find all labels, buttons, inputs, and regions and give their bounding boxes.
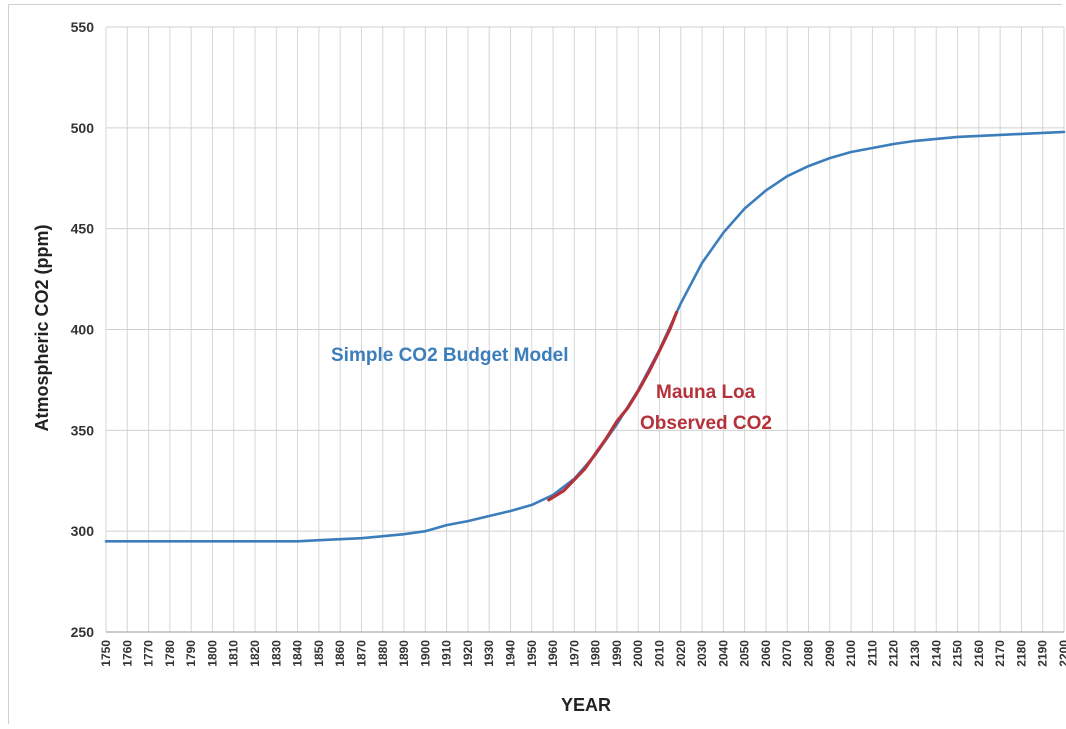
x-tick-label: 2000 xyxy=(631,640,645,667)
x-tick-label: 2200 xyxy=(1057,640,1066,667)
x-tick-label: 1900 xyxy=(418,640,432,667)
x-tick-label: 1780 xyxy=(163,640,177,667)
x-tick-label: 2140 xyxy=(929,640,943,667)
x-tick-label: 1790 xyxy=(184,640,198,667)
x-tick-label: 2110 xyxy=(865,640,879,666)
x-tick-label: 1950 xyxy=(525,640,539,667)
x-tick-label: 1820 xyxy=(248,640,262,667)
x-tick-label: 2040 xyxy=(716,640,730,667)
x-tick-label: 1870 xyxy=(354,640,368,667)
x-tick-label: 2180 xyxy=(1014,640,1028,667)
annotation-mauna-loa-line1: Mauna Loa xyxy=(656,382,756,403)
x-tick-label: 2120 xyxy=(887,640,901,667)
x-tick-label: 2050 xyxy=(738,640,752,667)
x-tick-label: 2030 xyxy=(695,640,709,667)
x-tick-label: 1880 xyxy=(376,640,390,667)
annotation-model: Simple CO2 Budget Model xyxy=(331,345,569,366)
x-tick-label: 1940 xyxy=(503,640,517,667)
x-tick-label: 1800 xyxy=(205,640,219,667)
x-tick-labels: 1750 1760 1770 1780 1790 1800 1810 1820 1830 1840… xyxy=(99,640,1066,667)
x-tick-label: 1810 xyxy=(227,640,241,667)
x-tick-label: 1840 xyxy=(291,640,305,667)
x-tick-label: 2130 xyxy=(908,640,922,667)
x-tick-label: 2060 xyxy=(759,640,773,667)
grid-lines xyxy=(105,26,1065,633)
x-axis-title: YEAR xyxy=(561,695,611,715)
x-tick-label: 1910 xyxy=(440,640,454,667)
x-tick-label: 2080 xyxy=(802,640,816,667)
y-tick-labels: 250 300 350 400 450 500 550 xyxy=(71,19,95,640)
x-tick-label: 1970 xyxy=(567,640,581,667)
x-tick-label: 1980 xyxy=(589,640,603,667)
x-tick-label: 2170 xyxy=(993,640,1007,667)
x-tick-label: 1890 xyxy=(397,640,411,667)
y-tick-label: 400 xyxy=(71,322,95,338)
x-tick-label: 1990 xyxy=(610,640,624,667)
x-tick-label: 2070 xyxy=(780,640,794,667)
y-tick-label: 250 xyxy=(71,624,95,640)
x-tick-label: 2100 xyxy=(844,640,858,667)
x-tick-label: 2010 xyxy=(653,640,667,667)
series-line-model xyxy=(104,130,1066,543)
x-tick-label: 1920 xyxy=(461,640,475,667)
x-tick-label: 1760 xyxy=(120,640,134,667)
x-tick-label: 2160 xyxy=(972,640,986,667)
y-tick-label: 350 xyxy=(71,422,95,438)
x-tick-label: 1750 xyxy=(99,640,113,667)
x-tick-label: 2020 xyxy=(674,640,688,667)
x-tick-label: 2190 xyxy=(1036,640,1050,667)
x-tick-label: 2090 xyxy=(823,640,837,667)
y-tick-label: 450 xyxy=(71,221,95,237)
y-tick-label: 550 xyxy=(71,19,95,35)
x-tick-label: 2150 xyxy=(951,640,965,667)
y-tick-label: 300 xyxy=(71,523,95,539)
x-tick-label: 1770 xyxy=(142,640,156,667)
x-tick-label: 1960 xyxy=(546,640,560,667)
series-lines xyxy=(104,130,1066,543)
x-tick-label: 1830 xyxy=(269,640,283,667)
x-tick-label: 1860 xyxy=(333,640,347,667)
annotation-mauna-loa-line2: Observed CO2 xyxy=(640,413,772,434)
series-line-mauna-loa xyxy=(547,310,679,502)
chart-frame xyxy=(8,4,1062,724)
x-tick-label: 1850 xyxy=(312,640,326,667)
x-tick-label: 1930 xyxy=(482,640,496,667)
y-axis-title: Atmospheric CO2 (ppm) xyxy=(32,224,52,431)
y-tick-label: 500 xyxy=(71,120,95,136)
